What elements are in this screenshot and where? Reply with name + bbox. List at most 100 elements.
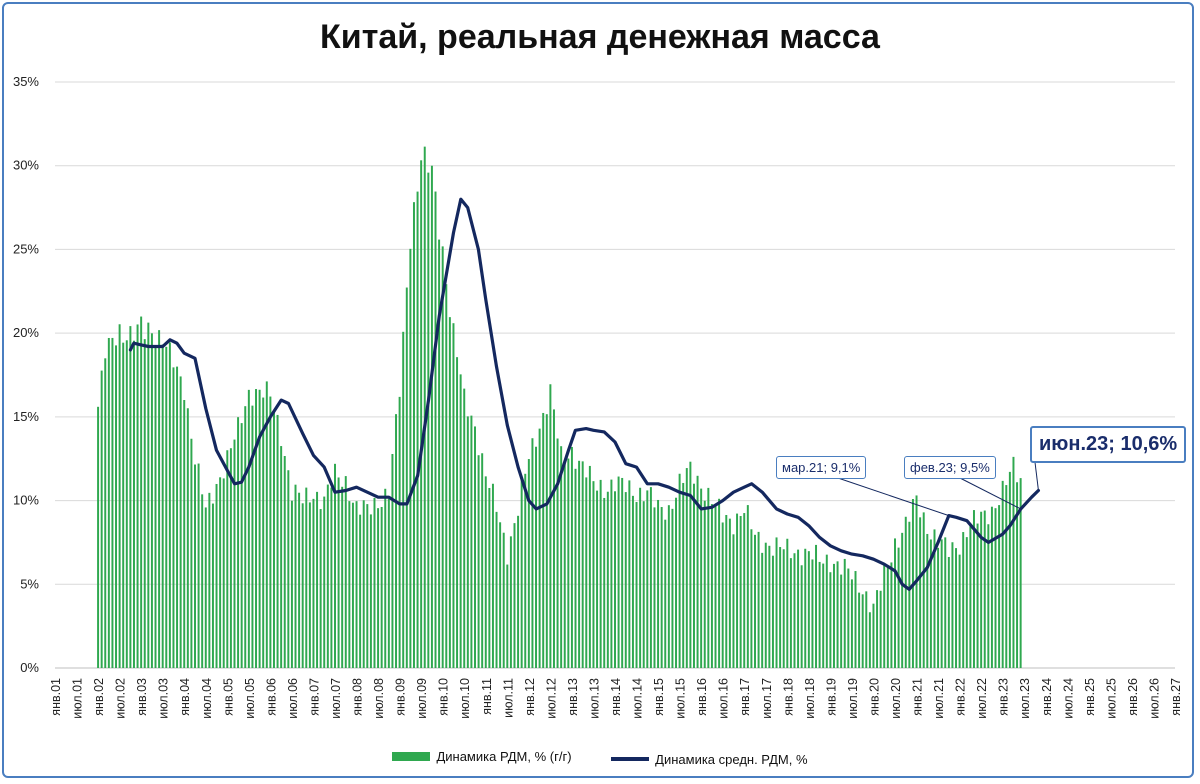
bar: [750, 529, 753, 668]
bar: [474, 426, 476, 668]
annotation-jun23: июн.23; 10,6%: [1030, 426, 1187, 463]
bar: [646, 490, 649, 668]
bar: [782, 549, 785, 668]
bar: [423, 146, 426, 668]
bar: [775, 537, 778, 668]
bar: [244, 406, 247, 668]
bar: [764, 542, 767, 668]
bar: [700, 488, 703, 668]
x-tick-label: июл.11: [501, 678, 515, 718]
bar: [334, 463, 336, 668]
bar: [107, 337, 110, 668]
bar: [901, 532, 904, 668]
bar: [692, 483, 695, 668]
bar: [962, 532, 965, 668]
bar: [642, 501, 645, 668]
x-tick-label: янв.03: [135, 678, 149, 716]
bar: [387, 498, 390, 668]
x-tick-label: июл.12: [544, 678, 558, 719]
bar: [179, 376, 182, 668]
bar: [351, 502, 354, 668]
bar: [696, 475, 699, 668]
annotation-mar21: мар.21; 9,1%: [776, 456, 867, 479]
bar: [143, 339, 146, 668]
bar: [154, 348, 157, 668]
bar: [287, 470, 290, 668]
bar: [183, 399, 186, 668]
bar: [520, 479, 523, 668]
legend-label-bars: Динамика РДМ, % (г/г): [436, 749, 572, 764]
bar: [542, 412, 545, 668]
x-tick-label: июл.26: [1147, 678, 1161, 719]
bar: [229, 448, 232, 668]
bar: [272, 411, 275, 668]
legend-item-line: Динамика средн. РДМ, %: [611, 752, 808, 767]
bar: [491, 483, 494, 668]
x-tick-label: янв.25: [1083, 678, 1097, 716]
x-tick-label: июл.06: [286, 678, 300, 719]
bar: [865, 591, 868, 668]
x-tick-label: янв.17: [738, 678, 752, 716]
bar: [786, 538, 789, 668]
bar: [316, 491, 319, 668]
bar: [312, 498, 315, 668]
bar: [319, 509, 322, 668]
x-tick-label: июл.22: [975, 678, 989, 719]
bar: [391, 453, 394, 668]
bar: [621, 477, 624, 668]
bar: [237, 417, 240, 668]
bar: [958, 554, 961, 668]
bar: [186, 408, 189, 668]
x-tick-label: янв.20: [867, 678, 881, 716]
bar: [743, 513, 746, 668]
bar: [129, 326, 132, 668]
bar: [290, 500, 293, 668]
bar: [208, 492, 211, 668]
x-tick-label: янв.04: [178, 678, 192, 716]
x-tick-label: июл.13: [587, 678, 601, 719]
bar: [617, 476, 620, 668]
bar: [395, 414, 398, 668]
x-tick-label: июл.01: [71, 678, 85, 719]
x-tick-label: июл.17: [760, 678, 774, 719]
bar: [969, 526, 972, 668]
y-tick-label: 0%: [20, 660, 39, 675]
x-tick-label: янв.22: [954, 678, 968, 716]
bar: [136, 324, 139, 668]
x-tick-label: июл.19: [846, 678, 860, 719]
bar: [125, 340, 128, 668]
bar: [660, 507, 663, 668]
bar: [908, 521, 911, 668]
bar: [330, 487, 333, 668]
bar: [147, 322, 150, 668]
bar: [204, 507, 207, 668]
bar: [269, 396, 272, 668]
bar: [718, 498, 721, 668]
bar: [567, 458, 570, 668]
bar: [463, 388, 466, 668]
bar: [710, 504, 713, 668]
legend-swatch-line: [611, 757, 650, 761]
bar: [452, 323, 455, 668]
bar: [416, 191, 419, 668]
bar: [876, 590, 879, 668]
bar: [736, 513, 739, 668]
bar: [854, 571, 857, 668]
bar: [649, 487, 652, 668]
x-tick-label: июл.02: [114, 678, 128, 719]
bar: [779, 547, 782, 668]
annotation-feb23: фев.23; 9,5%: [904, 456, 996, 479]
bar: [793, 553, 796, 668]
bar: [858, 592, 861, 668]
bar: [502, 532, 505, 668]
bar: [1005, 485, 1008, 668]
bar: [420, 160, 423, 668]
bar: [201, 494, 204, 668]
bar: [610, 479, 613, 668]
bar: [1016, 482, 1019, 668]
bar: [653, 507, 656, 668]
bar: [538, 428, 541, 668]
bar: [739, 515, 742, 668]
bar: [818, 561, 821, 668]
bar: [459, 374, 462, 668]
